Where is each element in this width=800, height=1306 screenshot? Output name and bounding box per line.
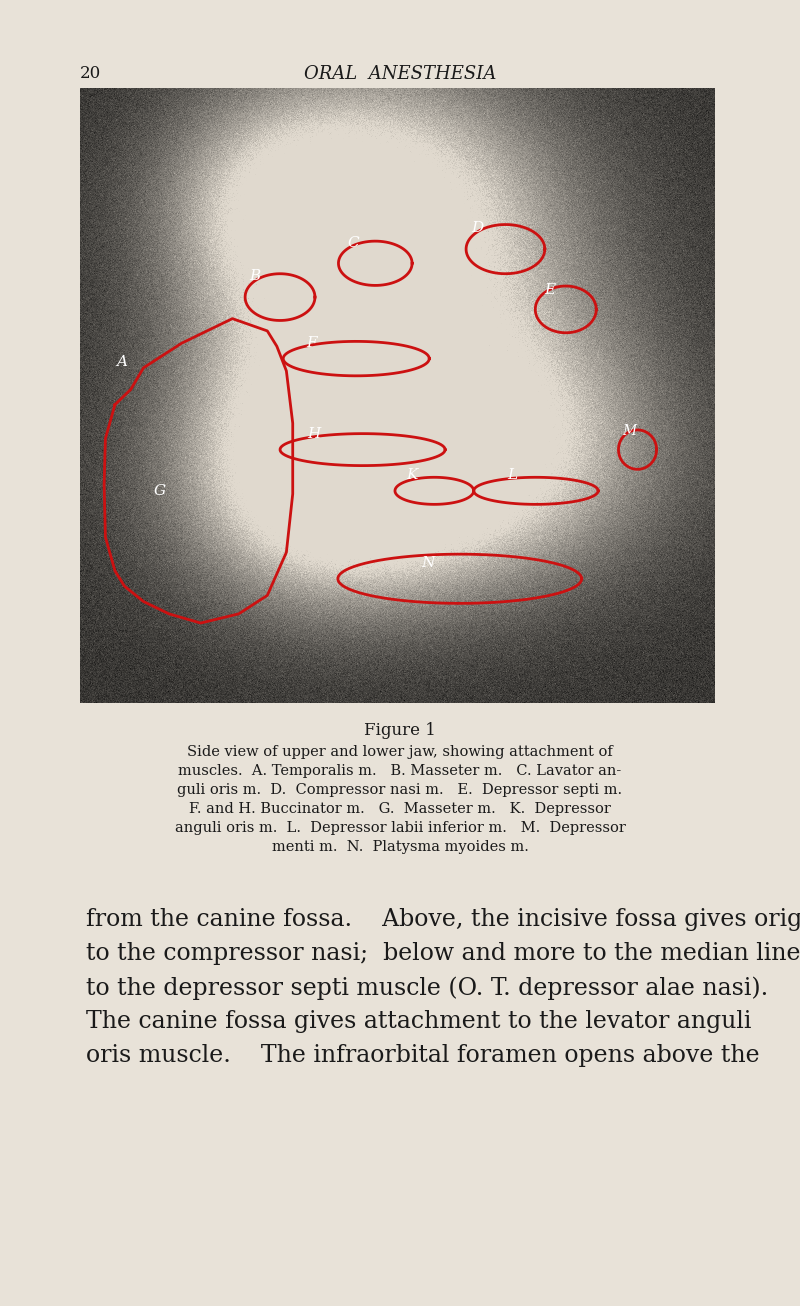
Text: F. and H. Buccinator m.   G.  Masseter m.   K.  Depressor: F. and H. Buccinator m. G. Masseter m. K… bbox=[189, 802, 611, 816]
Text: F: F bbox=[306, 336, 317, 350]
Text: C: C bbox=[347, 236, 359, 249]
Text: L: L bbox=[506, 469, 517, 482]
Text: muscles.  A. Temporalis m.   B. Masseter m.   C. Lavator an-: muscles. A. Temporalis m. B. Masseter m.… bbox=[178, 764, 622, 778]
Text: menti m.  N.  Platysma myoides m.: menti m. N. Platysma myoides m. bbox=[271, 840, 529, 854]
Text: G: G bbox=[154, 483, 166, 498]
Text: M: M bbox=[622, 424, 637, 439]
Text: ORAL  ANESTHESIA: ORAL ANESTHESIA bbox=[304, 65, 496, 84]
Text: Side view of upper and lower jaw, showing attachment of: Side view of upper and lower jaw, showin… bbox=[187, 744, 613, 759]
Text: K: K bbox=[406, 469, 418, 482]
Text: N: N bbox=[422, 556, 434, 569]
Text: B: B bbox=[249, 269, 260, 282]
Text: D: D bbox=[470, 221, 483, 235]
Text: Figure 1: Figure 1 bbox=[364, 722, 436, 739]
Text: H: H bbox=[307, 427, 320, 440]
Text: to the depressor septi muscle (O. T. depressor alae nasi).: to the depressor septi muscle (O. T. dep… bbox=[86, 976, 768, 999]
Text: E: E bbox=[544, 282, 555, 296]
Text: to the compressor nasi;  below and more to the median line,: to the compressor nasi; below and more t… bbox=[86, 942, 800, 965]
Text: A: A bbox=[116, 355, 126, 368]
Text: anguli oris m.  L.  Depressor labii inferior m.   M.  Depressor: anguli oris m. L. Depressor labii inferi… bbox=[174, 821, 626, 835]
Text: guli oris m.  D.  Compressor nasi m.   E.  Depressor septi m.: guli oris m. D. Compressor nasi m. E. De… bbox=[178, 784, 622, 797]
Text: from the canine fossa.    Above, the incisive fossa gives origin: from the canine fossa. Above, the incisi… bbox=[86, 908, 800, 931]
Text: 20: 20 bbox=[80, 65, 102, 82]
Text: oris muscle.    The infraorbital foramen opens above the: oris muscle. The infraorbital foramen op… bbox=[86, 1043, 760, 1067]
Text: The canine fossa gives attachment to the levator anguli: The canine fossa gives attachment to the… bbox=[86, 1010, 751, 1033]
